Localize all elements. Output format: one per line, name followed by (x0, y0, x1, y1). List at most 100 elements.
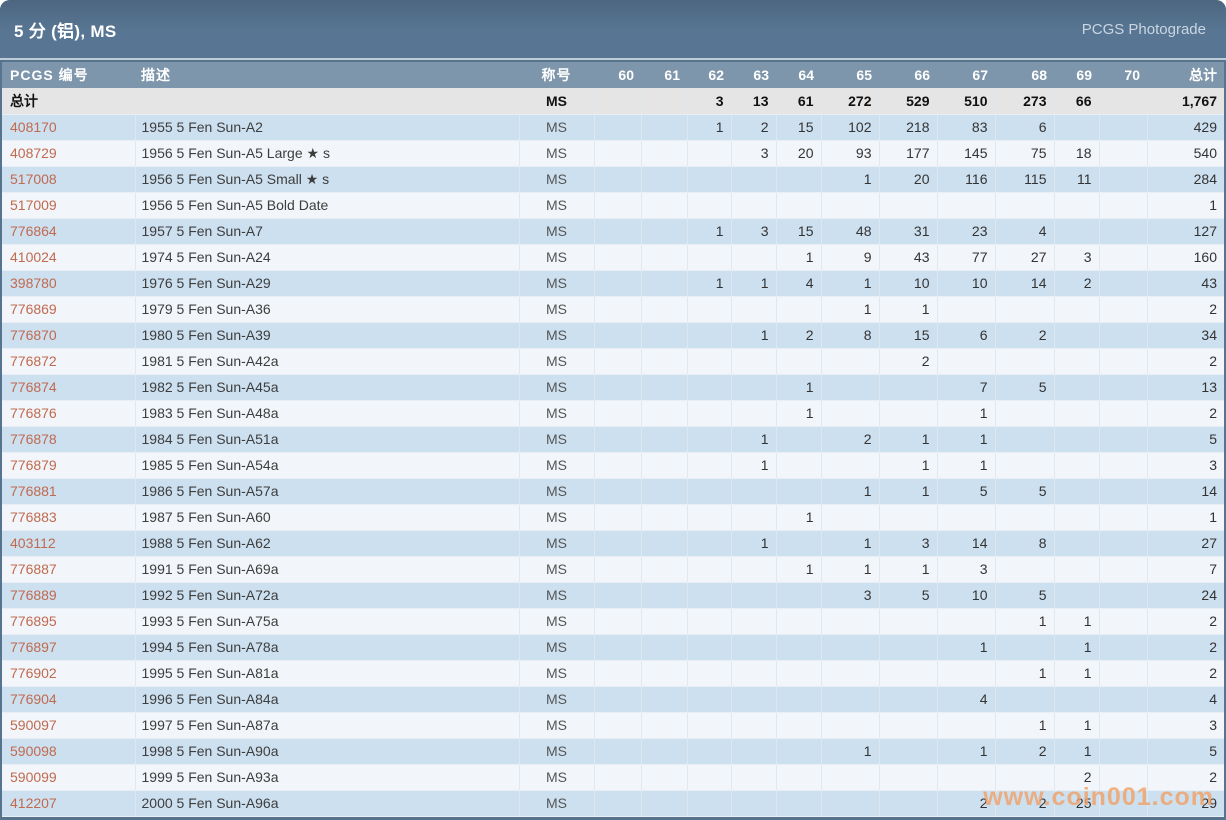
total-count-cell: 1 (1147, 504, 1224, 531)
grade-count-cell (776, 608, 822, 635)
pcgs-number-link[interactable]: 410024 (2, 244, 136, 271)
pcgs-number-link[interactable]: 590099 (2, 764, 136, 791)
grade-count-cell: 11 (1054, 166, 1100, 193)
grade-count-cell (1099, 88, 1148, 115)
column-header-grade-69: 69 (1054, 62, 1099, 88)
grade-count-cell (937, 712, 996, 739)
pcgs-number-link[interactable]: 408170 (2, 114, 136, 141)
pcgs-number-link[interactable]: 776881 (2, 478, 136, 505)
grade-count-cell (1099, 686, 1148, 713)
total-count-cell: 2 (1147, 660, 1224, 687)
grade-count-cell (594, 140, 642, 167)
grade-count-cell: 3 (879, 530, 938, 557)
grade-count-cell (1099, 166, 1148, 193)
description-cell: 1987 5 Fen Sun-A60 (135, 504, 520, 531)
pcgs-number-link[interactable]: 776869 (2, 296, 136, 323)
grade-count-cell: 5 (937, 478, 996, 505)
description-cell: 1976 5 Fen Sun-A29 (135, 270, 520, 297)
pcgs-number-link[interactable]: 776887 (2, 556, 136, 583)
grade-count-cell (687, 582, 732, 609)
grade-count-cell: 1 (1054, 634, 1100, 661)
grade-count-cell (641, 504, 688, 531)
grade-count-cell: 1 (821, 296, 880, 323)
grade-count-cell (879, 374, 938, 401)
grade-count-cell: 1 (879, 452, 938, 479)
grade-count-cell: 1 (937, 452, 996, 479)
pcgs-number-link[interactable]: 776874 (2, 374, 136, 401)
grade-count-cell (641, 114, 688, 141)
pcgs-number-link[interactable]: 590097 (2, 712, 136, 739)
grade-count-cell (821, 634, 880, 661)
grade-count-cell: 3 (937, 556, 996, 583)
pcgs-number-link[interactable]: 776895 (2, 608, 136, 635)
grade-count-cell (687, 296, 732, 323)
pcgs-number-link[interactable]: 776889 (2, 582, 136, 609)
total-count-cell: 2 (1147, 348, 1224, 375)
grade-count-cell (1099, 556, 1148, 583)
grade-count-cell (879, 504, 938, 531)
pcgs-number-link[interactable]: 776902 (2, 660, 136, 687)
grade-count-cell: 272 (821, 88, 880, 115)
grade-count-cell: 1 (879, 426, 938, 453)
pcgs-number-link[interactable]: 776872 (2, 348, 136, 375)
description-cell: 1979 5 Fen Sun-A36 (135, 296, 520, 323)
grade-count-cell (594, 270, 642, 297)
column-header-grade-64: 64 (776, 62, 821, 88)
total-count-cell: 29 (1147, 790, 1224, 817)
total-count-cell: 2 (1147, 634, 1224, 661)
grade-count-cell (594, 244, 642, 271)
grade-count-cell (1054, 504, 1100, 531)
grade-count-cell: 1 (879, 296, 938, 323)
grade-count-cell (731, 166, 777, 193)
grade-count-cell (776, 296, 822, 323)
pcgs-number-link[interactable]: 590098 (2, 738, 136, 765)
column-header-description: 描述 (135, 62, 519, 88)
grade-count-cell (687, 166, 732, 193)
pcgs-number-link[interactable]: 776904 (2, 686, 136, 713)
grade-count-cell (1099, 192, 1148, 219)
pcgs-number-link[interactable]: 776879 (2, 452, 136, 479)
designation-cell: MS (519, 660, 595, 687)
grade-count-cell (687, 790, 732, 817)
pcgs-number-link[interactable]: 412207 (2, 790, 136, 817)
grade-count-cell (1099, 738, 1148, 765)
designation-cell: MS (519, 140, 595, 167)
total-count-cell: 14 (1147, 478, 1224, 505)
pcgs-number-link[interactable]: 408729 (2, 140, 136, 167)
description-cell: 1956 5 Fen Sun-A5 Small ★ s (135, 166, 520, 193)
pcgs-number-link[interactable]: 517009 (2, 192, 136, 219)
column-header-grade-61: 61 (641, 62, 687, 88)
grade-count-cell (1099, 764, 1148, 791)
grade-count-cell: 145 (937, 140, 996, 167)
table-row: 410024 1974 5 Fen Sun-A24 MS 1 9 43 77 27 3 160 (2, 244, 1224, 271)
grade-count-cell: 1 (776, 374, 822, 401)
grade-count-cell (731, 582, 777, 609)
total-count-cell: 13 (1147, 374, 1224, 401)
grade-count-cell (821, 660, 880, 687)
grade-count-cell: 2 (879, 348, 938, 375)
table-row: 776864 1957 5 Fen Sun-A7 MS 1 3 15 48 31 23 4 127 (2, 218, 1224, 245)
grade-count-cell (821, 374, 880, 401)
grade-count-cell: 23 (937, 218, 996, 245)
table-row: 398780 1976 5 Fen Sun-A29 MS 1 1 4 1 10 10 14 2 43 (2, 270, 1224, 297)
pcgs-number-link[interactable]: 776878 (2, 426, 136, 453)
grade-count-cell: 177 (879, 140, 938, 167)
pcgs-number-link[interactable]: 403112 (2, 530, 136, 557)
grade-count-cell: 3 (1054, 244, 1100, 271)
pcgs-number-link[interactable]: 776897 (2, 634, 136, 661)
grade-count-cell (776, 686, 822, 713)
designation-cell: MS (519, 556, 595, 583)
pcgs-number-link[interactable]: 398780 (2, 270, 136, 297)
grade-count-cell: 115 (995, 166, 1055, 193)
pcgs-number-link[interactable]: 776883 (2, 504, 136, 531)
designation-cell: MS (519, 790, 595, 817)
pcgs-number-link[interactable]: 776870 (2, 322, 136, 349)
total-count-cell: 1,767 (1147, 88, 1224, 115)
grade-count-cell: 1 (687, 218, 732, 245)
photograde-link[interactable]: PCGS Photograde (1081, 20, 1206, 38)
grade-count-cell (687, 530, 732, 557)
pcgs-number-link[interactable]: 776864 (2, 218, 136, 245)
pcgs-number-link[interactable]: 517008 (2, 166, 136, 193)
pcgs-number-link[interactable]: 776876 (2, 400, 136, 427)
grade-count-cell: 5 (995, 374, 1055, 401)
